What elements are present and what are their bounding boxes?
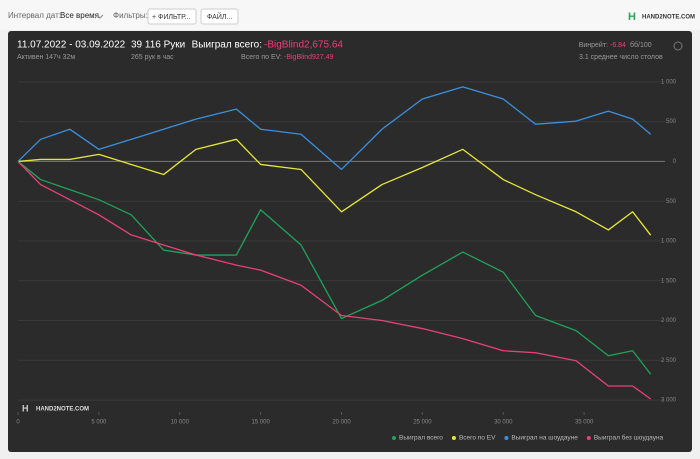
x-tick-label: 20 000 xyxy=(332,420,351,426)
plot: 1 000 500 0 500 1 000 1 500 2 000 2 500 3 000 0 5 … xyxy=(16,79,676,441)
legend-marker xyxy=(451,436,456,440)
x-tick-label: 25 000 xyxy=(413,420,432,426)
y-tick-label: 0 xyxy=(673,159,677,165)
series-line xyxy=(17,138,652,236)
chart-panel xyxy=(8,31,692,452)
y-tick-label: 1 000 xyxy=(661,79,677,85)
dropdown-arrow xyxy=(96,14,104,19)
x-tick-label: 5 000 xyxy=(91,420,107,426)
series-line xyxy=(17,86,652,171)
logo: HAND2NOTE.COM xyxy=(642,15,695,21)
y-tick-label: 500 xyxy=(666,199,677,205)
watermark: HAND2NOTE.COM xyxy=(36,407,89,413)
y-tick-label: 2 000 xyxy=(661,318,677,324)
dates: 11.07.2022 - 03.09.2022 xyxy=(17,40,126,51)
x-tick-label: 10 000 xyxy=(171,420,190,426)
date-select[interactable]: Все время xyxy=(60,11,99,20)
legend-marker xyxy=(504,436,509,440)
y-tick-label: 1 000 xyxy=(661,239,677,245)
x-tick-label: 15 000 xyxy=(251,420,270,426)
x-tick-label: 30 000 xyxy=(494,420,513,426)
y-tick-label: 1 500 xyxy=(661,278,677,284)
winrate-unit: бб/100 xyxy=(630,41,652,49)
won-label: Выиграл всего: xyxy=(192,40,262,51)
won-value: -BigBlind2,675.64 xyxy=(264,40,343,51)
logo-icon: H xyxy=(628,11,636,23)
legend-label: Всего по EV xyxy=(459,435,496,442)
legend-label: Выиграл на шоудауне xyxy=(511,435,578,442)
ev-value: -BigBlind927.49 xyxy=(284,54,334,61)
y-tick-label: 3 000 xyxy=(661,398,677,404)
settings-icon[interactable] xyxy=(673,41,683,51)
filter-button-text: + ФИЛЬТР... xyxy=(152,14,190,21)
legend-marker xyxy=(392,436,396,440)
active: Активен 147ч 32м xyxy=(17,54,75,61)
date-label: Интервал дат: xyxy=(8,11,61,20)
file-button-text: ФАЙЛ... xyxy=(207,12,232,21)
winrate-value: -6.84 xyxy=(610,42,626,49)
hands: 39 116 Руки xyxy=(131,40,185,51)
x-tick-label: 0 xyxy=(16,420,20,426)
y-tick-label: 500 xyxy=(666,119,677,125)
x-tick-label: 35 000 xyxy=(575,420,594,426)
filters-label: Фильтры: xyxy=(113,11,148,20)
legend-label: Выиграл без шоудауна xyxy=(594,434,664,442)
legend-label: Выиграл всего xyxy=(399,435,443,442)
winrate-label: Винрейт: xyxy=(579,41,608,49)
legend-marker xyxy=(586,436,591,440)
tables: 3.1 среднее число столов xyxy=(579,54,663,61)
series-line xyxy=(17,160,652,375)
y-tick-label: 2 500 xyxy=(661,358,677,364)
ev-label: Всего по EV: xyxy=(241,54,282,61)
series-line xyxy=(17,160,652,400)
file-button[interactable] xyxy=(200,8,239,25)
watermark-icon: H xyxy=(22,403,29,413)
hands-per-hour: 265 рук в час xyxy=(131,54,174,61)
toolbar xyxy=(0,0,700,30)
filter-button[interactable] xyxy=(147,8,197,25)
